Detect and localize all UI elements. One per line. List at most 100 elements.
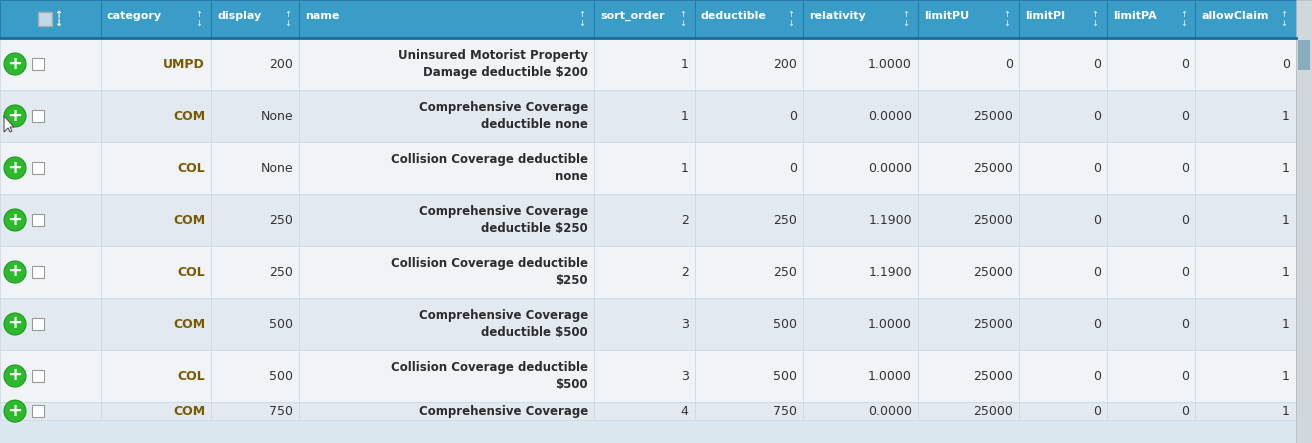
Text: 25000: 25000 (972, 214, 1013, 226)
Text: ↑: ↑ (1179, 9, 1187, 19)
Text: ↑: ↑ (579, 9, 585, 19)
Text: 0: 0 (1093, 265, 1101, 279)
Text: COM: COM (173, 214, 205, 226)
Bar (1018, 38, 1107, 90)
Bar (594, 38, 694, 90)
Text: ↓: ↓ (680, 19, 686, 27)
Text: ↓: ↓ (1092, 19, 1098, 27)
Text: Collision Coverage deductible
$250: Collision Coverage deductible $250 (391, 257, 588, 287)
Bar (918, 246, 1018, 298)
Text: Comprehensive Coverage
deductible none: Comprehensive Coverage deductible none (419, 101, 588, 131)
Text: 0: 0 (1093, 214, 1101, 226)
Text: 0: 0 (789, 162, 796, 175)
Text: 0: 0 (1282, 58, 1290, 70)
Bar (694, 142, 803, 194)
Text: +: + (8, 106, 22, 124)
Text: COL: COL (177, 369, 205, 382)
Bar (803, 90, 918, 142)
Text: 1: 1 (1282, 214, 1290, 226)
Bar (803, 350, 918, 402)
Text: ↓: ↓ (283, 19, 291, 27)
Bar (803, 298, 918, 350)
Text: ↑: ↑ (1004, 9, 1010, 19)
Bar (918, 0, 1018, 38)
Bar (1195, 350, 1296, 402)
Bar (0, 90, 101, 142)
Text: 0: 0 (1093, 58, 1101, 70)
Bar (1195, 38, 1296, 90)
Bar (1018, 402, 1107, 420)
Text: 500: 500 (773, 318, 796, 330)
Text: 0: 0 (789, 109, 796, 123)
Bar (101, 38, 211, 90)
Text: deductible: deductible (701, 11, 766, 21)
Bar (694, 194, 803, 246)
Text: 1: 1 (1282, 109, 1290, 123)
Bar (31, 405, 45, 417)
Text: 0: 0 (1093, 369, 1101, 382)
Text: ↑: ↑ (54, 10, 63, 20)
Text: 500: 500 (269, 369, 294, 382)
Bar (1107, 350, 1195, 402)
Text: display: display (216, 11, 261, 21)
Text: 1.0000: 1.0000 (869, 58, 912, 70)
Bar (101, 194, 211, 246)
Bar (1107, 38, 1195, 90)
Bar (1018, 246, 1107, 298)
Bar (0, 142, 101, 194)
Bar (0, 0, 101, 38)
Text: 0: 0 (1181, 214, 1190, 226)
Bar (694, 246, 803, 298)
Bar (101, 142, 211, 194)
Text: +: + (8, 402, 22, 420)
Text: ↓: ↓ (1004, 19, 1010, 27)
Bar (101, 246, 211, 298)
Bar (38, 12, 52, 26)
Bar (1195, 194, 1296, 246)
Text: 0: 0 (1181, 162, 1190, 175)
Text: UMPD: UMPD (163, 58, 205, 70)
Bar (594, 0, 694, 38)
Bar (694, 0, 803, 38)
Bar (1018, 194, 1107, 246)
Bar (31, 214, 45, 226)
Bar (1107, 0, 1195, 38)
Bar (1298, 40, 1309, 70)
Circle shape (4, 209, 26, 231)
Bar (101, 402, 211, 420)
Bar (211, 350, 299, 402)
Bar (803, 142, 918, 194)
Bar (211, 194, 299, 246)
Text: ↑: ↑ (903, 9, 909, 19)
Text: 0: 0 (1181, 109, 1190, 123)
Text: 250: 250 (773, 214, 796, 226)
Bar (211, 90, 299, 142)
Text: Comprehensive Coverage
deductible $500: Comprehensive Coverage deductible $500 (419, 309, 588, 339)
Bar (1018, 90, 1107, 142)
Text: COL: COL (177, 265, 205, 279)
Circle shape (4, 365, 26, 387)
Bar (594, 142, 694, 194)
Text: 250: 250 (773, 265, 796, 279)
Text: 0: 0 (1181, 369, 1190, 382)
Bar (1107, 194, 1195, 246)
Text: 250: 250 (269, 265, 294, 279)
Bar (211, 142, 299, 194)
Text: 3: 3 (681, 318, 689, 330)
Circle shape (4, 261, 26, 283)
Text: 0: 0 (1005, 58, 1013, 70)
Text: ↓: ↓ (579, 19, 585, 27)
Bar (299, 142, 594, 194)
Text: 500: 500 (773, 369, 796, 382)
Text: ↑: ↑ (1281, 9, 1287, 19)
Text: +: + (8, 159, 22, 176)
Bar (101, 298, 211, 350)
Text: +: + (8, 54, 22, 73)
Bar (694, 350, 803, 402)
Text: +: + (8, 366, 22, 385)
Bar (1018, 142, 1107, 194)
Text: COM: COM (173, 404, 205, 418)
Text: COM: COM (173, 109, 205, 123)
Text: 750: 750 (773, 404, 796, 418)
Text: 0.0000: 0.0000 (869, 404, 912, 418)
